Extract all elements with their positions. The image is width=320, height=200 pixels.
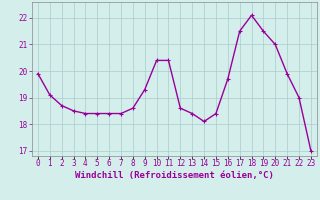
X-axis label: Windchill (Refroidissement éolien,°C): Windchill (Refroidissement éolien,°C) [75, 171, 274, 180]
